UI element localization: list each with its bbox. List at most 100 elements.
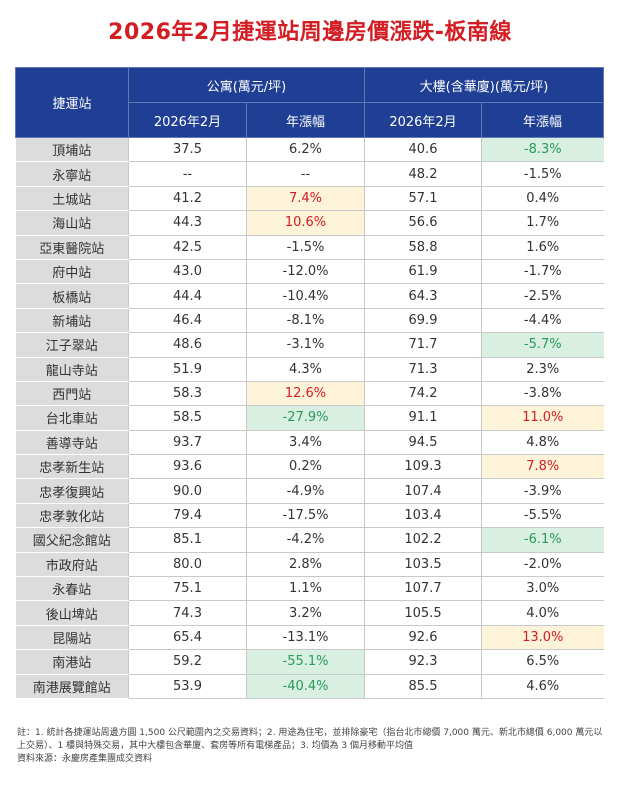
building-price-cell: 58.8 — [364, 235, 482, 260]
price-table-wrapper: 捷運站 公寓(萬元/坪) 大樓(含華廈)(萬元/坪) 2026年2月 年漲幅 2… — [15, 67, 605, 699]
building-change-cell: -4.4% — [480, 308, 604, 334]
building-price-cell: 85.5 — [364, 674, 482, 699]
station-cell: 昆陽站 — [15, 625, 129, 651]
apartment-price-cell: 79.4 — [128, 503, 247, 529]
building-price-cell: 92.3 — [364, 649, 482, 675]
apartment-price-cell: 53.9 — [128, 674, 247, 699]
table-row: 土城站 41.2 7.4% 57.1 0.4% — [15, 186, 604, 212]
apartment-change-cell: 3.2% — [246, 600, 365, 626]
apartment-change-cell: -55.1% — [246, 649, 365, 675]
apartment-price-cell: 90.0 — [128, 478, 247, 504]
table-row: 龍山寺站 51.9 4.3% 71.3 2.3% — [15, 357, 604, 382]
table-row: 海山站 44.3 10.6% 56.6 1.7% — [15, 210, 604, 236]
building-change-cell: 0.4% — [480, 186, 604, 212]
station-cell: 忠孝新生站 — [15, 454, 129, 480]
data-source: 資料來源：永慶房產集團成交資料 — [17, 754, 153, 764]
station-cell: 忠孝復興站 — [15, 478, 129, 504]
station-cell: 新埔站 — [15, 308, 129, 334]
building-price-cell: 69.9 — [364, 308, 482, 334]
building-price-cell: 94.5 — [364, 430, 482, 456]
building-change-cell: 7.8% — [480, 454, 604, 480]
apartment-price-cell: 44.4 — [128, 283, 247, 309]
header-building-month: 2026年2月 — [364, 102, 482, 138]
table-body: 頂埔站 37.5 6.2% 40.6 -8.3% 永寧站 -- -- 48.2 -1.5% 土城站 4… — [15, 137, 604, 699]
building-change-cell: 13.0% — [480, 625, 604, 651]
table-row: 西門站 58.3 12.6% 74.2 -3.8% — [15, 381, 604, 407]
building-change-cell: -2.0% — [480, 552, 604, 578]
building-price-cell: 103.4 — [364, 503, 482, 529]
table-row: 忠孝新生站 93.6 0.2% 109.3 7.8% — [15, 454, 604, 480]
apartment-price-cell: 41.2 — [128, 186, 247, 212]
apartment-price-cell: 75.1 — [128, 576, 247, 602]
price-table: 捷運站 公寓(萬元/坪) 大樓(含華廈)(萬元/坪) 2026年2月 年漲幅 2… — [15, 67, 605, 699]
apartment-change-cell: -3.1% — [246, 332, 365, 358]
apartment-price-cell: 37.5 — [128, 137, 247, 163]
station-cell: 龍山寺站 — [15, 357, 129, 382]
building-price-cell: 103.5 — [364, 552, 482, 578]
apartment-price-cell: 80.0 — [128, 552, 247, 578]
header-building-change: 年漲幅 — [480, 102, 605, 138]
table-row: 南港展覽館站 53.9 -40.4% 85.5 4.6% — [15, 674, 604, 699]
station-cell: 南港展覽館站 — [15, 674, 129, 699]
apartment-price-cell: 44.3 — [128, 210, 247, 236]
apartment-change-cell: 7.4% — [246, 186, 365, 212]
table-row: 新埔站 46.4 -8.1% 69.9 -4.4% — [15, 308, 604, 334]
table-row: 永春站 75.1 1.1% 107.7 3.0% — [15, 576, 604, 602]
building-change-cell: 11.0% — [480, 405, 604, 431]
building-price-cell: 48.2 — [364, 161, 482, 187]
building-change-cell: -5.5% — [480, 503, 604, 529]
station-cell: 江子翠站 — [15, 332, 129, 358]
apartment-price-cell: 46.4 — [128, 308, 247, 334]
header-building: 大樓(含華廈)(萬元/坪) — [363, 67, 605, 103]
footnote: 註：1. 統計各捷運站周邊方圓 1,500 公尺範圍內之交易資料；2. 用途為住… — [17, 728, 603, 751]
building-change-cell: -1.5% — [480, 161, 604, 187]
building-change-cell: -1.7% — [480, 259, 604, 285]
apartment-change-cell: -17.5% — [246, 503, 365, 529]
building-change-cell: -2.5% — [480, 283, 604, 309]
table-row: 市政府站 80.0 2.8% 103.5 -2.0% — [15, 552, 604, 578]
apartment-change-cell: -13.1% — [246, 625, 365, 651]
building-change-cell: 4.8% — [480, 430, 604, 456]
station-cell: 土城站 — [15, 186, 129, 212]
apartment-price-cell: 65.4 — [128, 625, 247, 651]
table-row: 國父紀念館站 85.1 -4.2% 102.2 -6.1% — [15, 527, 604, 553]
building-change-cell: 1.6% — [480, 235, 604, 260]
apartment-change-cell: -40.4% — [246, 674, 365, 699]
apartment-price-cell: 59.2 — [128, 649, 247, 675]
building-price-cell: 107.4 — [364, 478, 482, 504]
station-cell: 頂埔站 — [15, 137, 129, 163]
apartment-change-cell: -4.9% — [246, 478, 365, 504]
apartment-price-cell: 93.6 — [128, 454, 247, 480]
apartment-price-cell: 93.7 — [128, 430, 247, 456]
table-row: 永寧站 -- -- 48.2 -1.5% — [15, 161, 604, 187]
building-price-cell: 57.1 — [364, 186, 482, 212]
station-cell: 善導寺站 — [15, 430, 129, 456]
apartment-price-cell: 42.5 — [128, 235, 247, 260]
building-price-cell: 61.9 — [364, 259, 482, 285]
apartment-change-cell: 2.8% — [246, 552, 365, 578]
apartment-price-cell: 58.5 — [128, 405, 247, 431]
header-apartment-change: 年漲幅 — [246, 102, 365, 138]
apartment-change-cell: 6.2% — [246, 137, 365, 163]
building-change-cell: -3.9% — [480, 478, 604, 504]
building-change-cell: 3.0% — [480, 576, 604, 602]
apartment-change-cell: 10.6% — [246, 210, 365, 236]
apartment-change-cell: -- — [246, 161, 365, 187]
apartment-change-cell: 3.4% — [246, 430, 365, 456]
table-row: 忠孝復興站 90.0 -4.9% 107.4 -3.9% — [15, 478, 604, 504]
apartment-change-cell: -12.0% — [246, 259, 365, 285]
table-row: 江子翠站 48.6 -3.1% 71.7 -5.7% — [15, 332, 604, 358]
building-change-cell: -3.8% — [480, 381, 604, 407]
apartment-price-cell: 58.3 — [128, 381, 247, 407]
table-row: 府中站 43.0 -12.0% 61.9 -1.7% — [15, 259, 604, 285]
building-price-cell: 71.3 — [364, 357, 482, 382]
header-apartment: 公寓(萬元/坪) — [128, 67, 365, 103]
building-change-cell: 4.0% — [480, 600, 604, 626]
table-row: 亞東醫院站 42.5 -1.5% 58.8 1.6% — [15, 235, 604, 260]
header-station: 捷運站 — [15, 67, 129, 138]
table-row: 板橋站 44.4 -10.4% 64.3 -2.5% — [15, 283, 604, 309]
building-change-cell: 4.6% — [480, 674, 604, 699]
station-cell: 板橋站 — [15, 283, 129, 309]
apartment-price-cell: 74.3 — [128, 600, 247, 626]
apartment-change-cell: 0.2% — [246, 454, 365, 480]
